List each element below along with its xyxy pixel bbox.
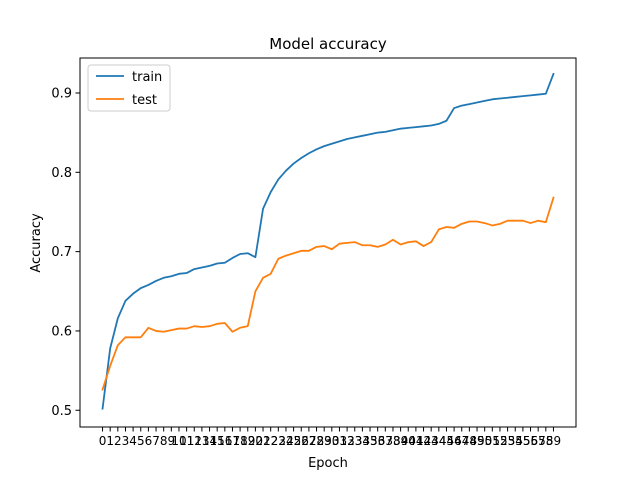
x-tick-label: 56 <box>523 434 538 448</box>
x-tick-label: 23 <box>271 434 286 448</box>
x-tick-label: 19 <box>240 434 255 448</box>
x-tick-label: 44 <box>431 434 446 448</box>
x-tick-label: 8 <box>160 434 168 448</box>
x-tick-label: 28 <box>309 434 324 448</box>
x-tick-label: 27 <box>301 434 316 448</box>
x-tick-label: 42 <box>416 434 431 448</box>
y-tick-label: 0.9 <box>51 86 72 101</box>
x-tick-label: 21 <box>255 434 270 448</box>
x-tick-label: 13 <box>194 434 209 448</box>
x-tick-label: 12 <box>187 434 202 448</box>
y-tick-label: 0.6 <box>51 324 72 339</box>
legend-label-test: test <box>132 93 157 108</box>
x-tick-label: 57 <box>531 434 546 448</box>
x-tick-label: 2 <box>114 434 122 448</box>
x-tick-label: 49 <box>469 434 484 448</box>
x-tick-label: 25 <box>286 434 301 448</box>
x-tick-label: 36 <box>370 434 385 448</box>
x-tick-label: 48 <box>462 434 477 448</box>
plot-area <box>101 72 555 410</box>
y-tick-label: 0.5 <box>51 404 72 419</box>
x-tick-label: 9 <box>168 434 176 448</box>
x-tick-label: 45 <box>439 434 454 448</box>
y-tick-label: 0.8 <box>51 166 72 181</box>
x-tick-label: 51 <box>485 434 500 448</box>
x-tick-label: 24 <box>278 434 293 448</box>
y-axis-title: Accuracy <box>29 213 44 273</box>
x-tick-label: 30 <box>324 434 339 448</box>
x-tick-label: 5 <box>137 434 145 448</box>
x-tick-label: 16 <box>217 434 232 448</box>
x-tick-label: 34 <box>355 434 370 448</box>
series-line-test <box>101 196 555 391</box>
x-tick-label: 55 <box>515 434 530 448</box>
x-tick-label: 53 <box>500 434 515 448</box>
x-tick-label: 22 <box>263 434 278 448</box>
x-tick-label: 35 <box>362 434 377 448</box>
x-tick-label: 6 <box>145 434 153 448</box>
x-axis-title: Epoch <box>308 456 348 471</box>
y-tick-label: 0.7 <box>51 245 72 260</box>
x-tick-label: 11 <box>179 434 194 448</box>
x-tick-label: 46 <box>446 434 461 448</box>
chart-title: Model accuracy <box>269 35 387 53</box>
x-tick-label: 50 <box>477 434 492 448</box>
x-tick-label: 18 <box>232 434 247 448</box>
x-tick-label: 33 <box>347 434 362 448</box>
legend-label-train: train <box>132 70 162 85</box>
x-tick-label: 54 <box>508 434 523 448</box>
x-tick-label: 29 <box>317 434 332 448</box>
axes: 0.50.60.70.80.90 1 2 3 4 5 6 7 8 9101112131415161… <box>51 57 577 448</box>
x-tick-label: 40 <box>401 434 416 448</box>
x-tick-label: 15 <box>210 434 225 448</box>
x-tick-label: 32 <box>339 434 354 448</box>
x-tick-label: 0 <box>99 434 107 448</box>
x-tick-label: 3 <box>122 434 130 448</box>
axes-frame <box>79 57 577 428</box>
x-tick-label: 47 <box>454 434 469 448</box>
x-tick-label: 31 <box>332 434 347 448</box>
x-tick-label: 14 <box>202 434 217 448</box>
x-tick-label: 38 <box>385 434 400 448</box>
x-tick-label: 39 <box>393 434 408 448</box>
x-tick-label: 1 <box>106 434 114 448</box>
x-tick-label: 58 <box>538 434 553 448</box>
legend: train test <box>87 64 171 112</box>
x-tick-label: 10 <box>171 434 186 448</box>
x-tick-label: 37 <box>378 434 393 448</box>
x-tick-label: 43 <box>424 434 439 448</box>
x-tick-label: 59 <box>546 434 561 448</box>
x-tick-label: 17 <box>225 434 240 448</box>
series-line-train <box>101 72 555 410</box>
x-tick-label: 52 <box>492 434 507 448</box>
x-tick-label: 20 <box>248 434 263 448</box>
x-tick-label: 41 <box>408 434 423 448</box>
x-tick-label: 4 <box>129 434 137 448</box>
x-tick-label: 26 <box>294 434 309 448</box>
x-tick-label: 7 <box>152 434 160 448</box>
